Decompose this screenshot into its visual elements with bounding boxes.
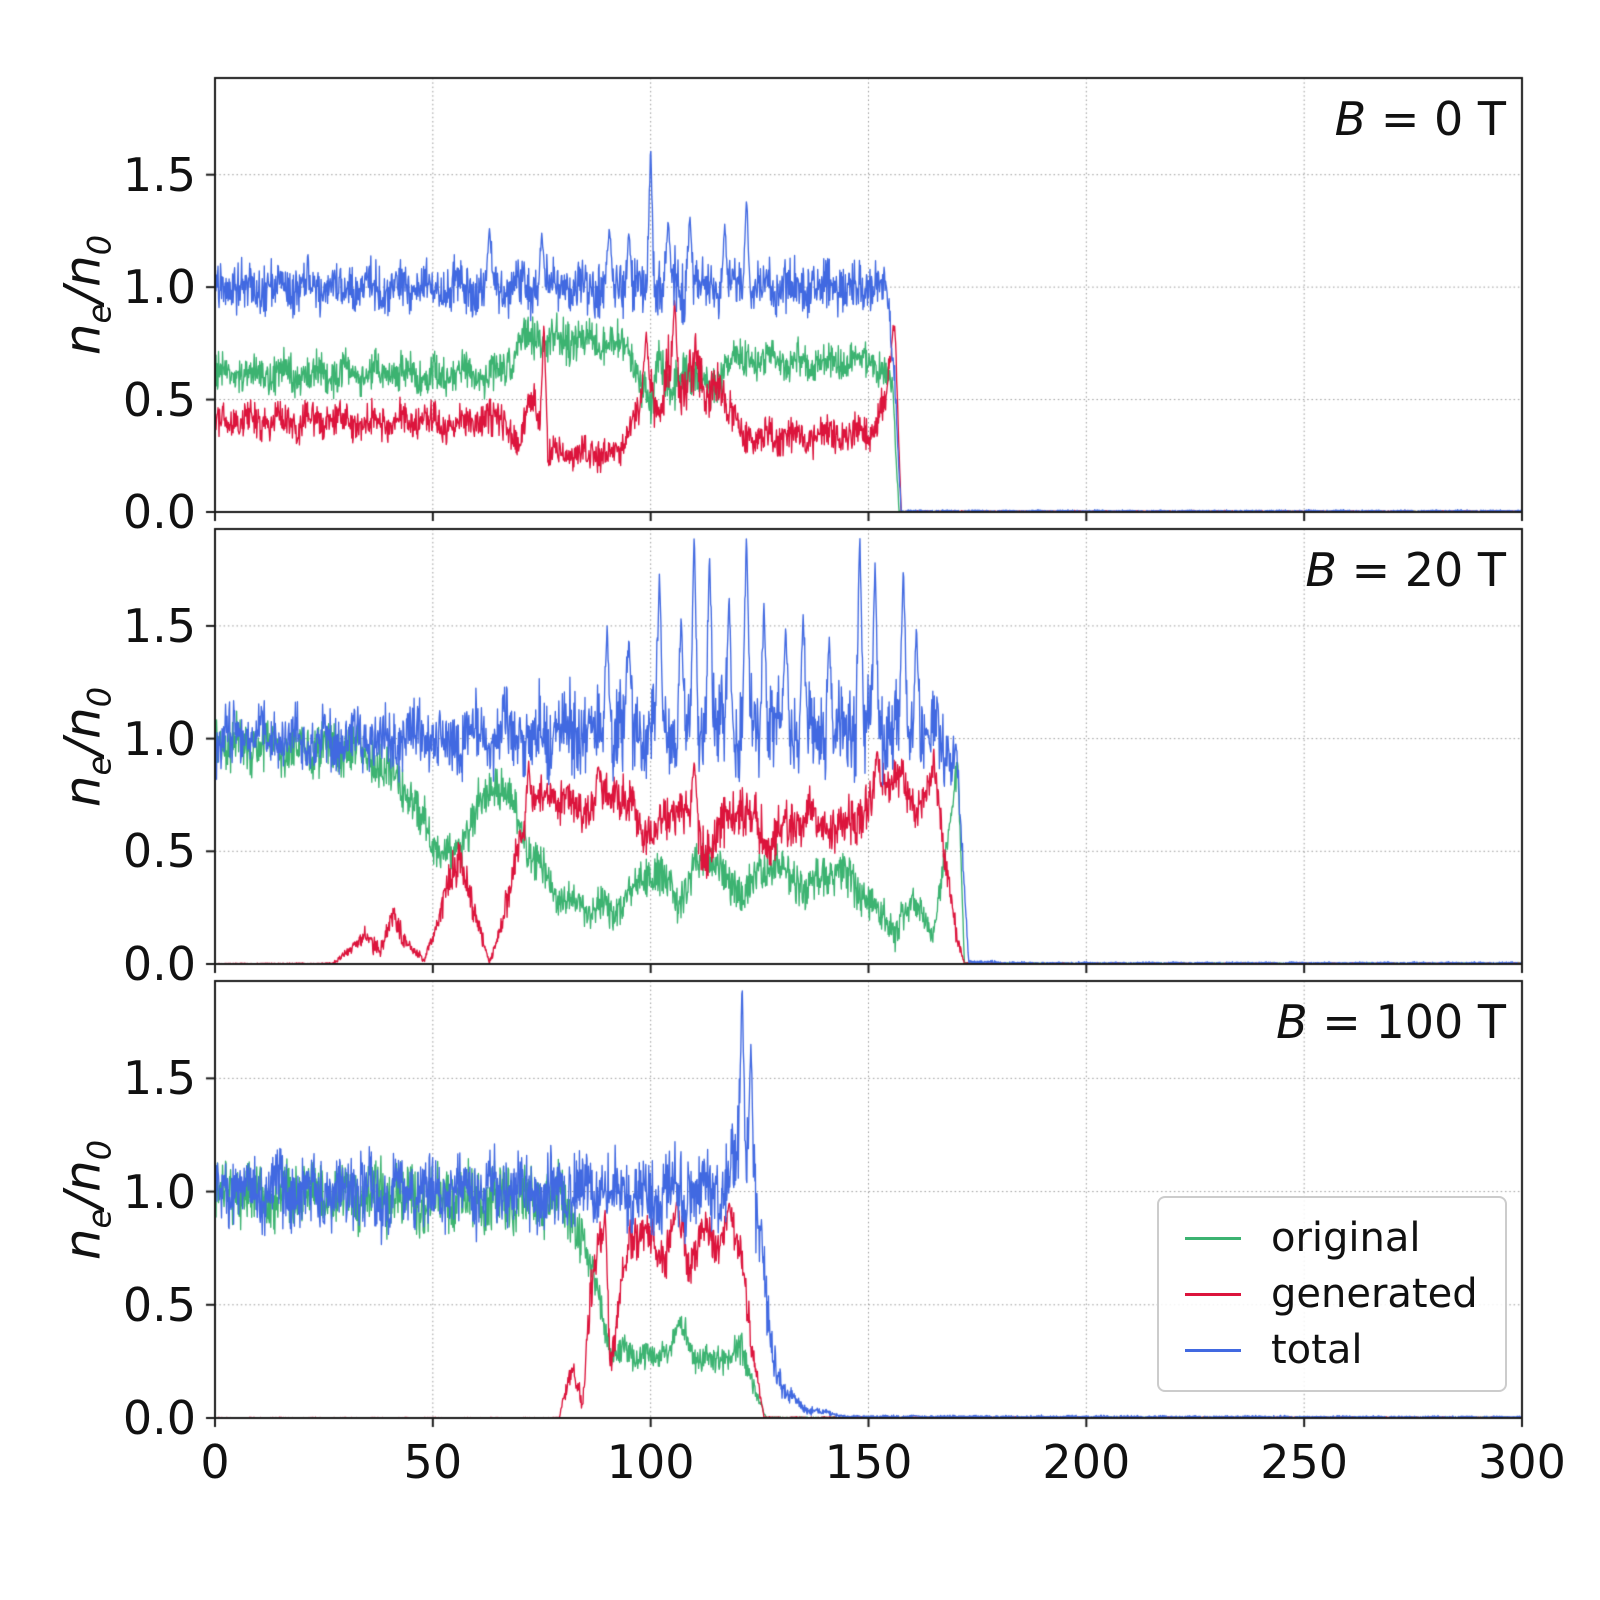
y-tick-label: 0.0 (122, 937, 196, 991)
original-line-swatch (1185, 1236, 1241, 1240)
y-tick-label: 1.0 (122, 260, 196, 315)
legend-label: total (1271, 1327, 1363, 1373)
y-tick-label: 0.5 (122, 372, 196, 427)
generated-line-swatch (1185, 1292, 1241, 1296)
total-line-swatch (1185, 1348, 1241, 1352)
plot-canvas-b0 (193, 75, 1544, 534)
y-tick-label: 0.0 (122, 1391, 196, 1445)
y-tick-label: 0.5 (122, 824, 196, 879)
y-tick-label: 1.5 (122, 1051, 196, 1106)
panel-title-value: = 0 T (1366, 92, 1506, 146)
y-tick-label: 1.0 (122, 711, 196, 766)
x-tick-label: 150 (824, 1435, 913, 1489)
legend-label: original (1271, 1215, 1421, 1261)
panel-title-variable: B (1276, 995, 1308, 1049)
legend: original generated total (1157, 1196, 1507, 1392)
legend-entry-original: original (1159, 1210, 1505, 1266)
panel-title-b20: B = 20 T (866, 543, 1506, 597)
y-tick-label: 1.0 (122, 1164, 196, 1219)
legend-entry-generated: generated (1159, 1266, 1505, 1322)
panel-title-b100: B = 100 T (866, 995, 1506, 1049)
x-tick-label: 300 (1478, 1435, 1566, 1489)
y-tick-label: 0.0 (122, 485, 196, 539)
x-tick-label: 200 (1042, 1435, 1131, 1489)
panel-title-value: = 100 T (1307, 995, 1506, 1049)
panel-title-variable: B (1305, 543, 1337, 597)
x-tick-label: 0 (200, 1435, 230, 1489)
plot-canvas-b20 (193, 526, 1544, 986)
panel-title-variable: B (1334, 92, 1367, 146)
legend-entry-total: total (1159, 1322, 1505, 1378)
x-tick-label: 250 (1260, 1435, 1349, 1489)
legend-label: generated (1271, 1271, 1478, 1317)
y-tick-label: 1.5 (122, 147, 196, 202)
x-tick-label: 50 (403, 1435, 463, 1489)
y-tick-label: 0.5 (122, 1277, 196, 1332)
y-tick-label: 1.5 (122, 598, 196, 653)
panel-title-b0: B = 0 T (866, 92, 1506, 146)
x-tick-label: 100 (606, 1435, 695, 1489)
panel-title-value: = 20 T (1336, 543, 1506, 597)
